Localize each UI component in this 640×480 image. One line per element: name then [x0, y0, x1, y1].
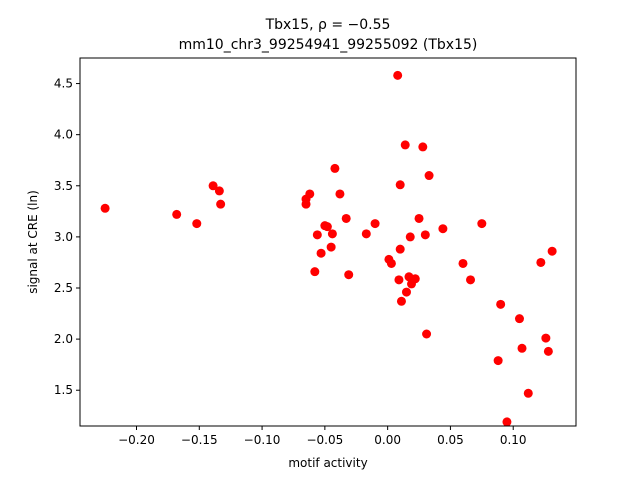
data-point [214, 186, 224, 196]
data-point [536, 257, 546, 267]
data-points [100, 70, 557, 427]
data-point [172, 209, 182, 219]
y-tick-label: 2.5 [54, 281, 73, 295]
data-point [400, 140, 410, 150]
y-tick-label: 4.5 [54, 77, 73, 91]
data-point [543, 346, 553, 356]
data-point [192, 219, 202, 229]
data-point [405, 232, 415, 242]
data-point [523, 388, 533, 398]
data-point [393, 70, 403, 80]
data-point [395, 180, 405, 190]
data-point [458, 258, 468, 268]
axes-frame [79, 57, 577, 427]
data-point [216, 199, 226, 209]
data-point [305, 189, 315, 199]
x-tick-label: 0.10 [500, 433, 527, 447]
data-point [208, 181, 218, 191]
y-tick-label: 4.0 [54, 128, 73, 142]
data-point [541, 333, 551, 343]
chart-subtitle: mm10_chr3_99254941_99255092 (Tbx15) [179, 37, 478, 53]
data-point [547, 246, 557, 256]
data-point [301, 199, 311, 209]
data-point [396, 296, 406, 306]
plot-area [79, 57, 577, 427]
data-point [438, 224, 448, 234]
data-point [394, 275, 404, 285]
y-axis-ticks: 1.5 2.0 2.5 3.0 3.5 4.0 4.5 [54, 77, 80, 397]
data-point [326, 242, 336, 252]
x-tick-label: −0.15 [181, 433, 218, 447]
data-point [395, 244, 405, 254]
x-axis-ticks: −0.20 −0.15 −0.10 −0.05 0.00 0.05 0.10 [118, 426, 527, 447]
data-point [327, 229, 337, 239]
y-axis-label: signal at CRE (ln) [26, 190, 40, 294]
data-point [496, 299, 506, 309]
data-point [100, 203, 110, 213]
data-point [502, 417, 512, 427]
data-point [341, 213, 351, 223]
data-point [386, 258, 396, 268]
data-point [422, 329, 432, 339]
data-point [310, 267, 320, 277]
x-tick-label: −0.10 [244, 433, 281, 447]
data-point [410, 274, 420, 284]
data-point [401, 287, 411, 297]
x-axis-label: motif activity [288, 456, 367, 470]
data-point [361, 229, 371, 239]
x-tick-label: −0.20 [118, 433, 155, 447]
data-point [424, 171, 434, 181]
chart-title: Tbx15, ρ = −0.55 [265, 17, 391, 33]
data-point [420, 230, 430, 240]
data-point [322, 222, 332, 232]
y-tick-label: 2.0 [54, 332, 73, 346]
data-point [418, 142, 428, 152]
data-point [466, 275, 476, 285]
data-point [477, 219, 487, 229]
x-tick-label: 0.05 [437, 433, 464, 447]
data-point [370, 219, 380, 229]
y-tick-label: 3.5 [54, 179, 73, 193]
y-tick-label: 3.0 [54, 230, 73, 244]
data-point [335, 189, 345, 199]
data-point [514, 314, 524, 324]
x-tick-label: 0.00 [374, 433, 401, 447]
data-point [312, 230, 322, 240]
data-point [344, 270, 354, 280]
data-point [517, 343, 527, 353]
data-point [414, 213, 424, 223]
data-point [493, 356, 503, 366]
data-point [316, 248, 326, 258]
data-point [330, 163, 340, 173]
y-tick-label: 1.5 [54, 383, 73, 397]
x-tick-label: −0.05 [306, 433, 343, 447]
